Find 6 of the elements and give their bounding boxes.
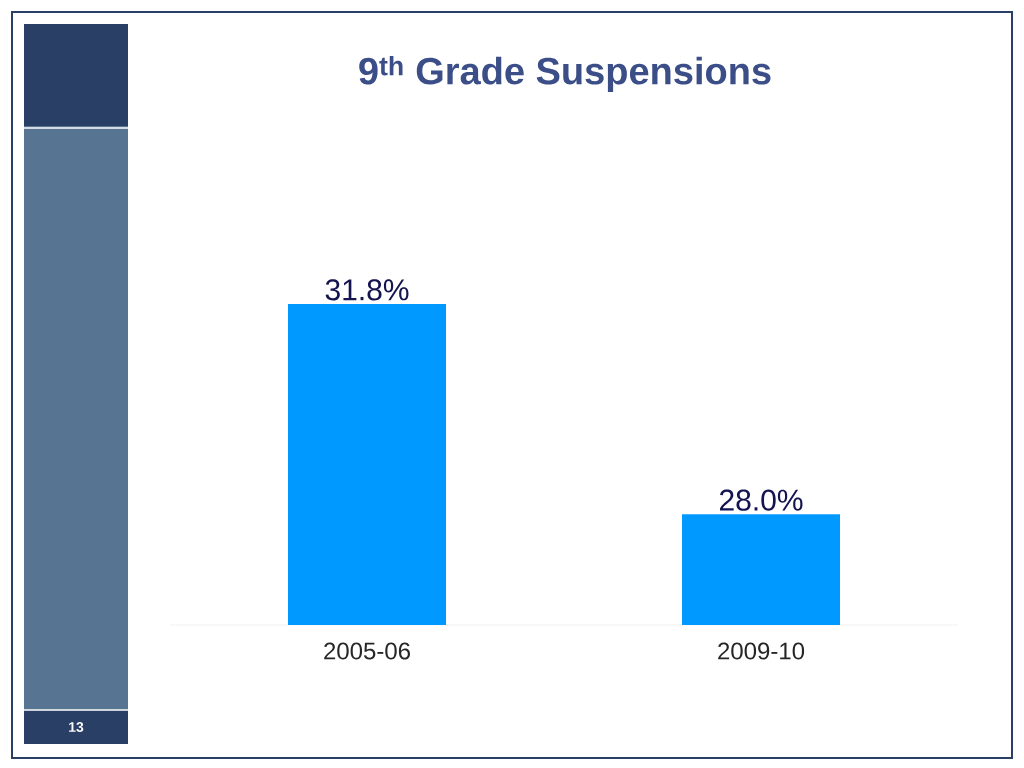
x-tick-label: 2009-10 [718,642,805,660]
chart-title: 9$^{th}$ Grade Suspensions [359,55,771,93]
data-label: 31.8% [325,279,409,301]
x-tick-label: 2005-06 [324,642,410,660]
data-label: 28.0% [719,489,803,511]
text: 13 [69,722,84,732]
